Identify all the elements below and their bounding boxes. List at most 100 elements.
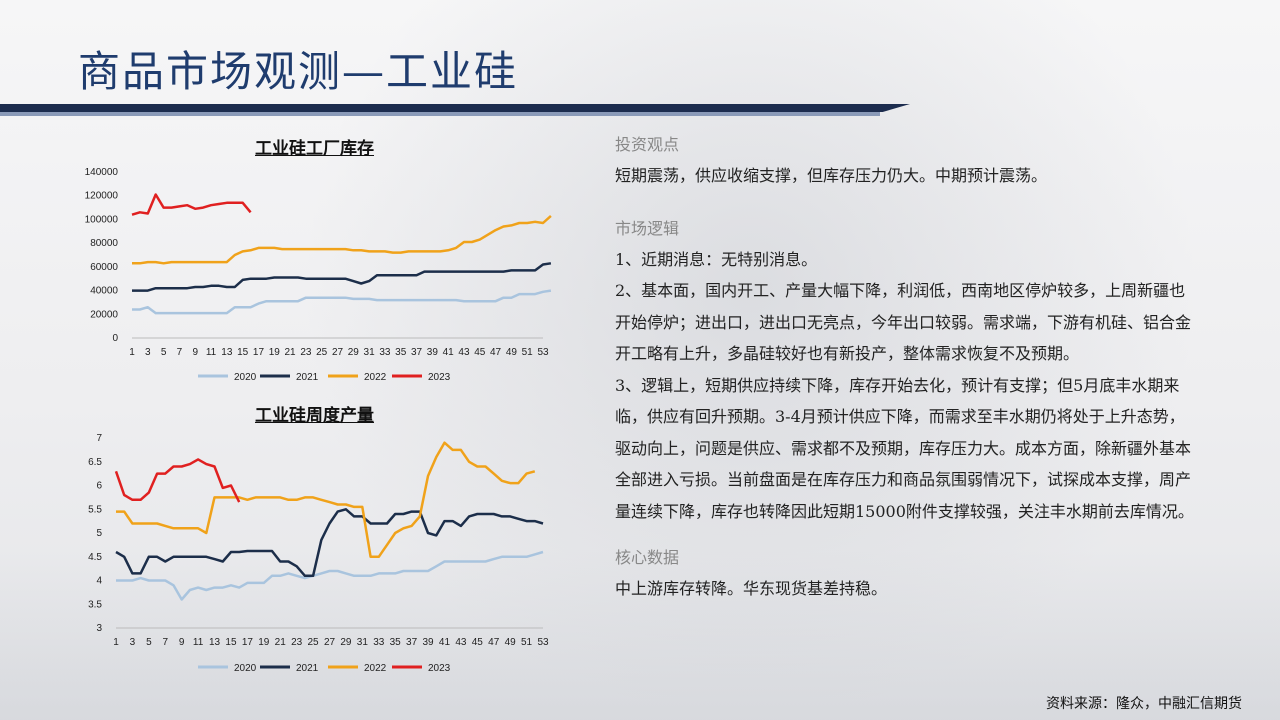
x-tick-label: 17 bbox=[253, 347, 265, 358]
series-line-2020 bbox=[116, 550, 544, 601]
section-paragraph: 中上游库存转降。华东现货基差持稳。 bbox=[615, 579, 888, 598]
x-tick-label: 49 bbox=[506, 347, 518, 358]
series-line-2021 bbox=[115, 508, 544, 578]
x-tick-label: 33 bbox=[373, 637, 385, 648]
output-chart-title: 工业硅周度产量 bbox=[255, 406, 374, 426]
legend-label-2021: 2021 bbox=[296, 372, 319, 383]
analysis-panel: 投资观点 短期震荡，供应收缩支撑，但库存压力仍大。中期预计震荡。 市场逻辑 1、… bbox=[615, 130, 1195, 605]
x-tick-label: 29 bbox=[348, 347, 360, 358]
inventory-chart: 0 20000 40000 60000 80000 100000 120000 140000 1… bbox=[85, 167, 552, 383]
series-line-2023 bbox=[114, 458, 241, 503]
legend-label-2022: 2022 bbox=[364, 372, 387, 383]
x-tick-label: 39 bbox=[427, 347, 439, 358]
y-tick-label: 80000 bbox=[90, 238, 118, 249]
y-tick-label: 5 bbox=[96, 528, 102, 539]
section-heading-logic: 市场逻辑 bbox=[615, 218, 680, 238]
inventory-chart-title: 工业硅工厂库存 bbox=[255, 139, 374, 159]
x-tick-label: 33 bbox=[379, 347, 391, 358]
section-paragraph: 短期震荡，供应收缩支撑，但库存压力仍大。中期预计震荡。 bbox=[615, 166, 1048, 185]
x-tick-label: 11 bbox=[193, 637, 204, 648]
x-tick-label: 47 bbox=[488, 637, 500, 648]
city-skyline-background bbox=[0, 550, 1280, 720]
x-tick-label: 19 bbox=[269, 347, 281, 358]
y-tick-label: 4.5 bbox=[88, 552, 102, 563]
x-tick-label: 31 bbox=[357, 637, 369, 648]
section-heading-view: 投资观点 bbox=[615, 135, 680, 154]
y-tick-label: 0 bbox=[112, 333, 118, 344]
legend-label-2020: 2020 bbox=[234, 372, 257, 383]
x-tick-label: 45 bbox=[474, 347, 486, 358]
x-tick-label: 35 bbox=[395, 347, 407, 358]
y-tick-label: 6 bbox=[96, 481, 102, 492]
x-tick-label: 51 bbox=[522, 347, 534, 358]
x-tick-label: 19 bbox=[258, 637, 270, 648]
x-tick-label: 1 bbox=[129, 347, 135, 358]
world-map-background bbox=[300, 0, 1200, 720]
source-note: 资料来源：隆众，中融汇信期货 bbox=[1046, 696, 1242, 712]
series-line-2022 bbox=[132, 214, 552, 265]
legend-label-2021: 2021 bbox=[296, 663, 319, 674]
y-tick-label: 3 bbox=[96, 623, 102, 634]
header-band-light bbox=[0, 112, 880, 116]
x-tick-label: 37 bbox=[406, 637, 418, 648]
x-tick-label: 7 bbox=[162, 637, 168, 648]
x-tick-label: 5 bbox=[146, 637, 152, 648]
x-tick-label: 53 bbox=[537, 347, 549, 358]
y-tick-label: 4 bbox=[96, 576, 102, 587]
x-tick-label: 21 bbox=[275, 637, 287, 648]
x-tick-label: 1 bbox=[113, 637, 119, 648]
y-tick-label: 40000 bbox=[90, 286, 118, 297]
legend-label-2023: 2023 bbox=[428, 663, 451, 674]
x-tick-label: 3 bbox=[145, 347, 151, 358]
section-heading-data: 核心数据 bbox=[615, 548, 680, 567]
x-tick-label: 3 bbox=[130, 637, 136, 648]
x-tick-label: 25 bbox=[308, 637, 320, 648]
section-paragraph: 2、基本面，国内开工、产量大幅下降，利润低，西南地区停炉较多，上周新疆也开始停炉… bbox=[615, 281, 1192, 363]
x-tick-label: 7 bbox=[177, 347, 183, 358]
series-line-2022 bbox=[116, 441, 536, 559]
section-paragraph: 3、逻辑上，短期供应持续下降，库存开始去化，预计有支撑；但5月底丰水期来临，供应… bbox=[615, 375, 1194, 521]
x-tick-label: 23 bbox=[291, 637, 303, 648]
x-tick-label: 9 bbox=[192, 347, 198, 358]
x-tick-label: 5 bbox=[161, 347, 167, 358]
legend-label-2022: 2022 bbox=[364, 663, 387, 674]
x-tick-label: 41 bbox=[439, 637, 451, 648]
x-tick-label: 51 bbox=[521, 637, 533, 648]
x-tick-label: 25 bbox=[316, 347, 328, 358]
x-tick-label: 23 bbox=[300, 347, 312, 358]
y-tick-label: 5.5 bbox=[88, 504, 102, 515]
legend-label-2020: 2020 bbox=[234, 663, 257, 674]
legend-label-2023: 2023 bbox=[428, 372, 451, 383]
x-tick-label: 43 bbox=[455, 637, 467, 648]
series-line-2023 bbox=[131, 193, 252, 216]
x-tick-label: 45 bbox=[472, 637, 484, 648]
x-tick-label: 53 bbox=[537, 637, 549, 648]
x-tick-label: 13 bbox=[221, 347, 233, 358]
series-line-2020 bbox=[132, 289, 552, 315]
x-tick-label: 41 bbox=[443, 347, 455, 358]
output-chart: 33.544.555.566.571 3 5 7 9 11 13 15 17 19 21 23 25 27… bbox=[88, 433, 549, 674]
x-tick-label: 43 bbox=[458, 347, 470, 358]
x-tick-label: 39 bbox=[422, 637, 434, 648]
x-tick-label: 17 bbox=[242, 637, 254, 648]
x-tick-label: 15 bbox=[237, 347, 249, 358]
y-tick-label: 20000 bbox=[90, 309, 118, 320]
y-tick-label: 7 bbox=[96, 433, 102, 444]
x-tick-label: 37 bbox=[411, 347, 423, 358]
header-band bbox=[0, 104, 910, 118]
x-tick-label: 15 bbox=[225, 637, 237, 648]
header-band-dark bbox=[0, 104, 910, 112]
x-tick-label: 29 bbox=[340, 637, 352, 648]
x-tick-label: 13 bbox=[209, 637, 221, 648]
x-tick-label: 9 bbox=[179, 637, 185, 648]
y-tick-label: 60000 bbox=[90, 262, 118, 273]
x-tick-label: 21 bbox=[285, 347, 297, 358]
y-tick-label: 120000 bbox=[85, 191, 119, 202]
series-line-2021 bbox=[132, 262, 552, 292]
section-paragraph: 1、近期消息：无特别消息。 bbox=[615, 249, 818, 269]
page-title: 商品市场观测—工业硅 bbox=[78, 47, 519, 96]
y-tick-label: 100000 bbox=[85, 214, 119, 225]
y-tick-label: 140000 bbox=[85, 167, 119, 178]
x-tick-label: 47 bbox=[490, 347, 502, 358]
y-tick-label: 6.5 bbox=[88, 457, 102, 468]
